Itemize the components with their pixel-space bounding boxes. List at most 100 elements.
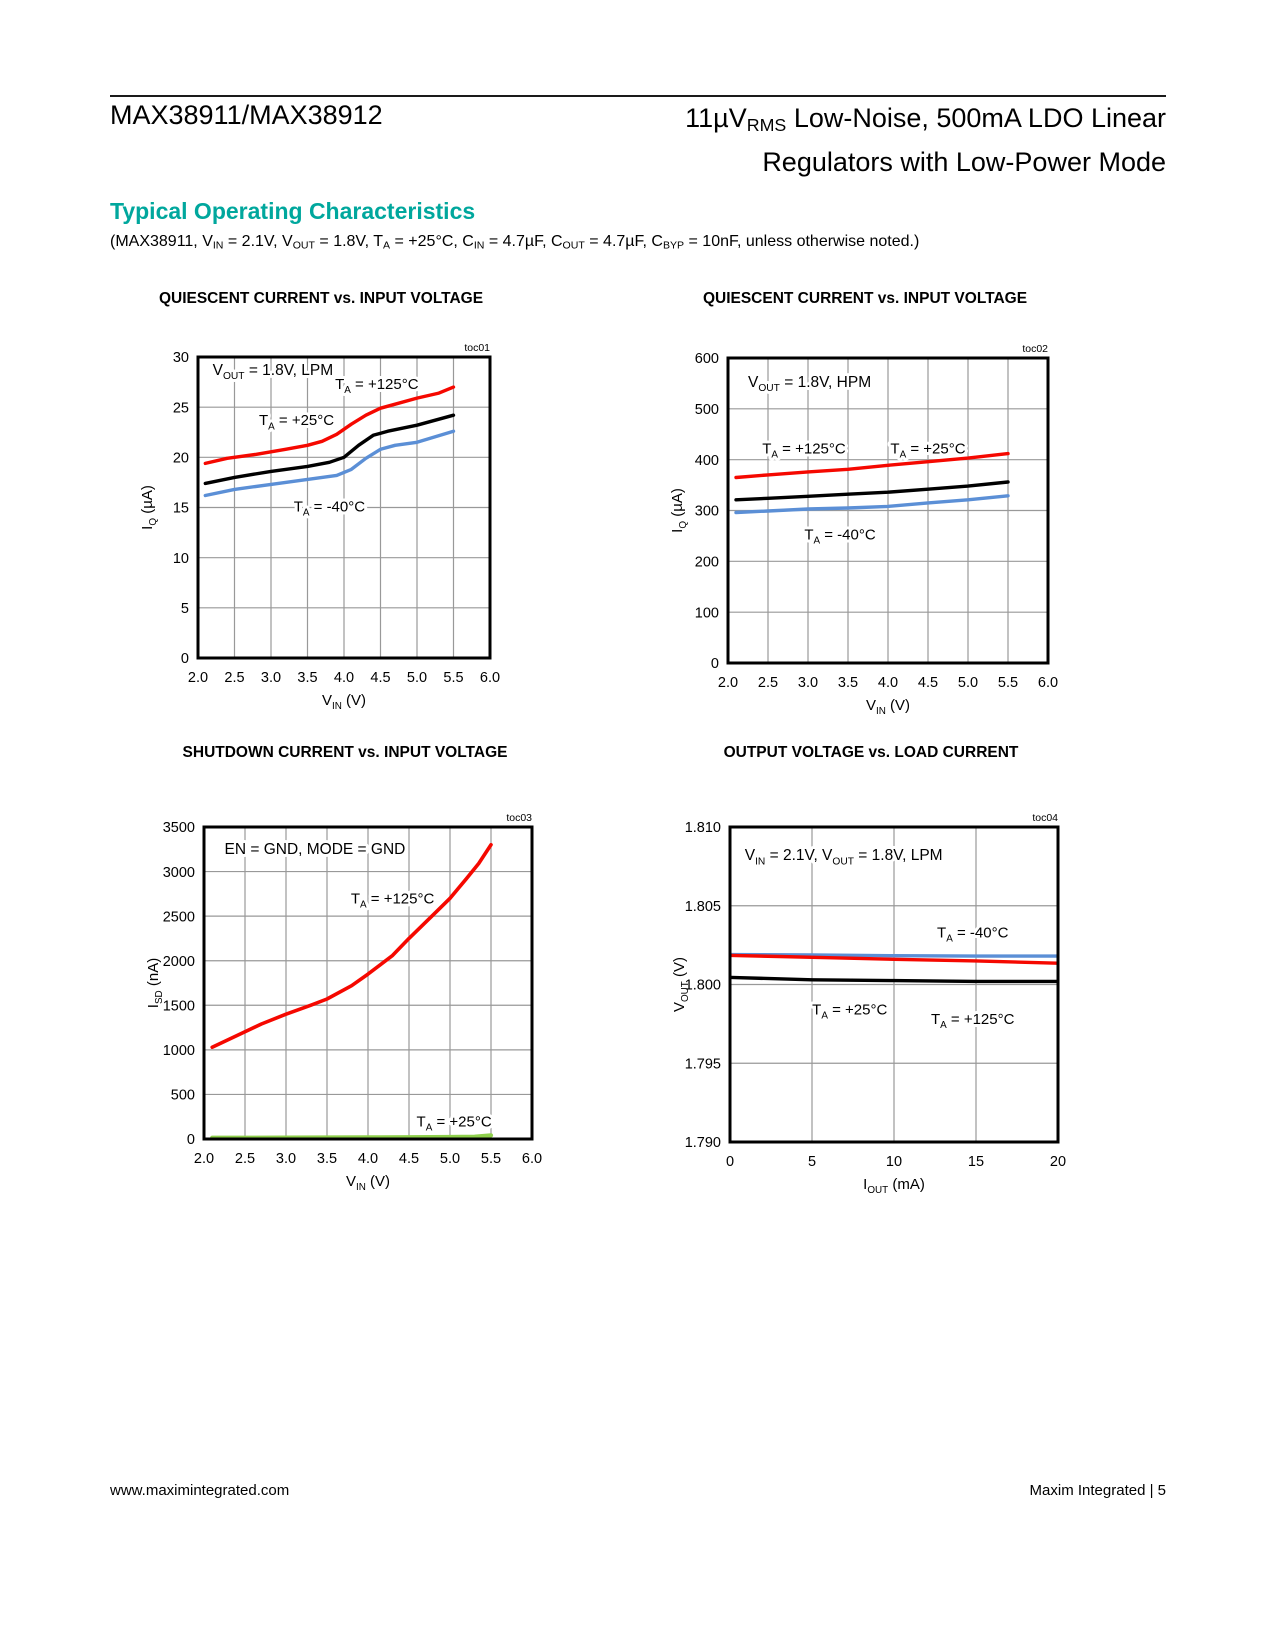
svg-text:IQ (µA): IQ (µA) [139, 485, 159, 530]
svg-text:3500: 3500 [163, 820, 195, 836]
svg-text:ISD (nA): ISD (nA) [145, 958, 165, 1008]
footer-url: www.maximintegrated.com [110, 1482, 290, 1499]
chart-plot-toc03: 2.0 2.5 3.0 3.5 4.0 4.5 5.0 5.5 6.0 0 500 1000 1500 2… [145, 812, 542, 1191]
part-number-title: MAX38911/MAX38912 [110, 100, 383, 130]
svg-text:1.805: 1.805 [685, 899, 721, 915]
svg-text:4.0: 4.0 [358, 1151, 378, 1167]
svg-text:20: 20 [1050, 1154, 1066, 1170]
svg-text:4.5: 4.5 [918, 675, 938, 691]
svg-text:2500: 2500 [163, 909, 195, 925]
svg-text:5.0: 5.0 [407, 670, 427, 686]
svg-text:TA = +25°C: TA = +25°C [812, 1001, 887, 1021]
svg-text:4.0: 4.0 [334, 670, 354, 686]
section-title: Typical Operating Characteristics [110, 198, 476, 224]
svg-text:600: 600 [695, 351, 719, 367]
svg-text:500: 500 [695, 402, 719, 418]
svg-text:IQ (µA): IQ (µA) [669, 488, 689, 533]
svg-text:500: 500 [171, 1088, 195, 1104]
svg-text:1.800: 1.800 [685, 978, 721, 994]
svg-text:3.5: 3.5 [317, 1151, 337, 1167]
svg-text:5.5: 5.5 [998, 675, 1018, 691]
svg-text:3000: 3000 [163, 865, 195, 881]
svg-text:TA = -40°C: TA = -40°C [804, 526, 876, 546]
svg-text:TA = -40°C: TA = -40°C [937, 924, 1009, 944]
svg-text:1500: 1500 [163, 998, 195, 1014]
document-title-line1: 11µVRMS Low-Noise, 500mA LDO Linear [685, 103, 1166, 135]
chart-title-toc03: SHUTDOWN CURRENT vs. INPUT VOLTAGE [182, 744, 508, 761]
svg-text:1000: 1000 [163, 1043, 195, 1059]
svg-text:5.0: 5.0 [958, 675, 978, 691]
svg-text:IOUT (mA): IOUT (mA) [863, 1176, 925, 1194]
svg-text:300: 300 [695, 504, 719, 520]
svg-text:1.795: 1.795 [685, 1056, 721, 1072]
svg-text:5: 5 [181, 601, 189, 617]
svg-text:6.0: 6.0 [1038, 675, 1058, 691]
svg-text:VOUT = 1.8V, HPM: VOUT = 1.8V, HPM [748, 374, 871, 394]
svg-text:VIN = 2.1V, VOUT = 1.8V, LPM: VIN = 2.1V, VOUT = 1.8V, LPM [745, 847, 943, 867]
header-rule [110, 95, 1166, 97]
svg-text:0: 0 [726, 1154, 734, 1170]
test-conditions: (MAX38911, VIN = 2.1V, VOUT = 1.8V, TA =… [110, 233, 920, 252]
svg-text:0: 0 [711, 656, 719, 672]
svg-text:25: 25 [173, 400, 189, 416]
svg-text:100: 100 [695, 605, 719, 621]
svg-text:5.0: 5.0 [440, 1151, 460, 1167]
svg-text:VIN (V): VIN (V) [866, 697, 910, 715]
svg-text:VIN (V): VIN (V) [322, 692, 366, 710]
svg-text:400: 400 [695, 453, 719, 469]
svg-text:3.0: 3.0 [798, 675, 818, 691]
svg-text:2.5: 2.5 [224, 670, 244, 686]
svg-text:20: 20 [173, 451, 189, 467]
svg-text:TA = -40°C: TA = -40°C [294, 498, 366, 518]
svg-text:5.5: 5.5 [443, 670, 463, 686]
svg-text:1.790: 1.790 [685, 1135, 721, 1151]
svg-text:VOUT = 1.8V, LPM: VOUT = 1.8V, LPM [213, 362, 334, 382]
svg-text:5: 5 [808, 1154, 816, 1170]
chart-plot-toc01: 2.0 2.5 3.0 3.5 4.0 4.5 5.0 5.5 6.0 0 5 10 15 20 25 30 V… [139, 342, 500, 710]
svg-text:2.0: 2.0 [188, 670, 208, 686]
svg-text:TA = +125°C: TA = +125°C [351, 891, 435, 911]
svg-text:3.5: 3.5 [838, 675, 858, 691]
svg-text:TA = +25°C: TA = +25°C [417, 1114, 492, 1134]
svg-text:toc03: toc03 [506, 812, 532, 824]
svg-text:4.5: 4.5 [399, 1151, 419, 1167]
footer-page-number: Maxim Integrated | 5 [1029, 1482, 1166, 1499]
svg-text:10: 10 [173, 551, 189, 567]
chart-title-toc02: QUIESCENT CURRENT vs. INPUT VOLTAGE [702, 290, 1028, 307]
svg-text:2000: 2000 [163, 954, 195, 970]
svg-text:2.0: 2.0 [718, 675, 738, 691]
svg-text:200: 200 [695, 555, 719, 571]
svg-text:30: 30 [173, 350, 189, 366]
chart-plot-toc02: 2.0 2.5 3.0 3.5 4.0 4.5 5.0 5.5 6.0 0 100 200 300 400… [669, 343, 1058, 715]
svg-text:TA = +25°C: TA = +25°C [259, 412, 334, 432]
svg-text:2.5: 2.5 [758, 675, 778, 691]
svg-text:toc02: toc02 [1022, 343, 1048, 355]
chart-plot-toc04: 0 5 10 15 20 1.790 1.795 1.800 1.805 1.810 IOUT (m… [671, 812, 1066, 1194]
svg-text:0: 0 [181, 651, 189, 667]
svg-text:4.0: 4.0 [878, 675, 898, 691]
svg-text:EN = GND, MODE = GND: EN = GND, MODE = GND [225, 841, 406, 858]
svg-text:toc04: toc04 [1032, 812, 1058, 824]
svg-text:15: 15 [173, 501, 189, 517]
svg-text:2.0: 2.0 [194, 1151, 214, 1167]
document-title-line2: Regulators with Low-Power Mode [762, 146, 1166, 177]
document-title: 11µVRMS Low-Noise, 500mA LDO Linear Regu… [465, 100, 1166, 181]
chart-title-toc04: OUTPUT VOLTAGE vs. LOAD CURRENT [723, 744, 1019, 761]
svg-text:0: 0 [187, 1132, 195, 1148]
svg-text:5.5: 5.5 [481, 1151, 501, 1167]
svg-text:10: 10 [886, 1154, 902, 1170]
svg-text:1.810: 1.810 [685, 820, 721, 836]
svg-text:3.0: 3.0 [261, 670, 281, 686]
svg-text:3.0: 3.0 [276, 1151, 296, 1167]
svg-text:toc01: toc01 [464, 342, 490, 354]
svg-text:4.5: 4.5 [370, 670, 390, 686]
svg-text:VIN (V): VIN (V) [346, 1173, 390, 1191]
svg-text:TA = +125°C: TA = +125°C [335, 376, 419, 396]
svg-text:TA = +125°C: TA = +125°C [762, 441, 846, 461]
svg-text:TA = +125°C: TA = +125°C [931, 1011, 1015, 1031]
svg-text:6.0: 6.0 [522, 1151, 542, 1167]
svg-text:2.5: 2.5 [235, 1151, 255, 1167]
svg-text:6.0: 6.0 [480, 670, 500, 686]
svg-text:VOUT (V): VOUT (V) [671, 957, 691, 1012]
